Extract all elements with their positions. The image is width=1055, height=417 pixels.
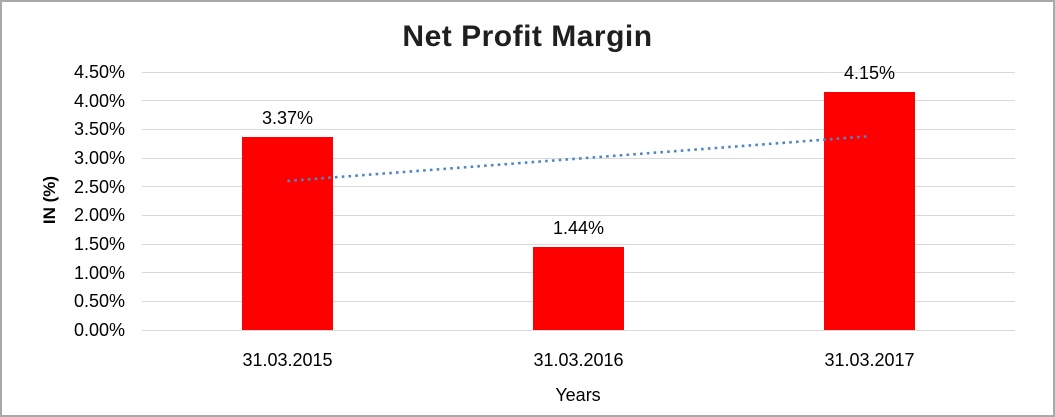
gridline [142, 100, 1015, 102]
gridline [142, 157, 1015, 159]
category-label: 31.03.2015 [242, 350, 333, 370]
gridline [142, 329, 1015, 331]
y-tick-label: 4.00% [73, 90, 125, 111]
gridline [142, 71, 1015, 73]
y-tick-label: 3.50% [73, 119, 125, 140]
y-tick-label: 1.00% [73, 262, 125, 283]
bar [242, 136, 333, 330]
y-tick-label: 1.50% [73, 234, 125, 254]
bar-data-label: 1.44% [552, 218, 605, 239]
chart-title: Net Profit Margin [402, 20, 653, 53]
gridline [142, 214, 1015, 216]
y-tick-label: 2.50% [73, 176, 125, 197]
bar [824, 92, 915, 330]
category-label: 31.03.2017 [824, 350, 915, 370]
y-tick-label: 0.50% [73, 291, 125, 312]
bar-data-label: 4.15% [843, 63, 896, 84]
trendline-path [287, 134, 870, 183]
y-tick-label: 2.00% [73, 205, 125, 226]
y-tick-label: 4.50% [73, 62, 125, 82]
x-axis-title: Years [555, 385, 601, 405]
category-label: 31.03.2016 [533, 350, 624, 370]
y-tick-label: 3.00% [73, 148, 125, 168]
gridline [142, 186, 1015, 188]
y-tick-label: 0.00% [73, 320, 125, 340]
bar [533, 247, 624, 330]
bar-data-label: 3.37% [261, 107, 314, 128]
gridline [142, 243, 1015, 245]
gridline [142, 128, 1015, 130]
